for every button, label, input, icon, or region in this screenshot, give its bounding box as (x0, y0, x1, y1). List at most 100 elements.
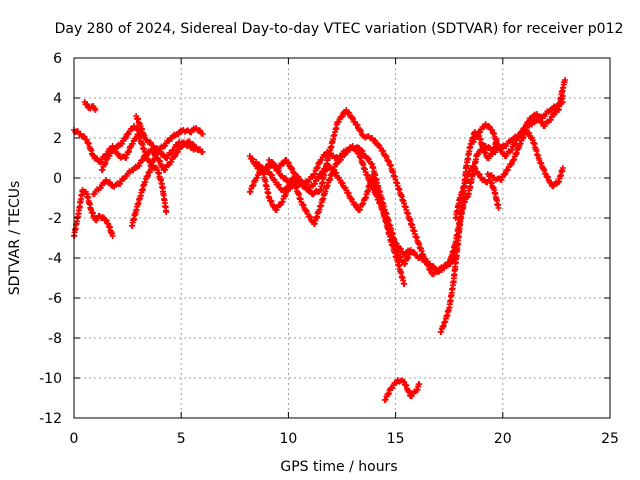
data-point (136, 162, 143, 169)
data-point (389, 384, 396, 391)
data-point (365, 155, 372, 162)
series-t7 (133, 113, 148, 141)
data-point (101, 180, 108, 187)
series-t3 (81, 99, 99, 113)
data-point (132, 135, 139, 142)
data-point (385, 391, 392, 398)
data-point (372, 137, 379, 144)
series-t1 (71, 187, 116, 239)
data-point (407, 249, 414, 255)
chart-title: Day 280 of 2024, Sidereal Day-to-day VTE… (55, 21, 624, 37)
data-point (138, 157, 145, 164)
data-point (357, 128, 364, 135)
data-point (121, 135, 128, 142)
data-point (162, 142, 169, 149)
data-point (97, 158, 104, 165)
data-point (129, 140, 136, 147)
data-point (359, 201, 366, 208)
data-point (551, 110, 558, 117)
y-axis-label: SDTVAR / TECUs (7, 181, 23, 296)
series-t13 (437, 129, 500, 335)
data-point (401, 260, 408, 267)
data-point (352, 201, 359, 208)
data-point (125, 130, 132, 137)
data-point (476, 171, 483, 178)
data-point (300, 202, 307, 209)
data-point (338, 114, 345, 121)
y-tick-label: -12 (39, 411, 62, 427)
data-point (165, 138, 172, 145)
x-tick-label: 25 (601, 431, 619, 447)
data-point (163, 209, 170, 215)
data-point (547, 116, 554, 123)
data-point (550, 111, 557, 118)
data-point (172, 152, 179, 159)
x-tick-label: 20 (494, 431, 512, 447)
data-point (473, 133, 480, 140)
data-point (106, 152, 113, 159)
data-point (312, 180, 319, 187)
series-t10 (253, 143, 414, 267)
data-point (477, 128, 484, 135)
data-point (392, 380, 399, 387)
data-point (165, 162, 172, 169)
data-point (289, 166, 296, 173)
y-tick-label: -2 (48, 211, 62, 227)
data-point (470, 138, 477, 145)
data-point (525, 118, 532, 125)
y-tick-label: 2 (53, 131, 62, 147)
data-point (171, 153, 178, 160)
data-point (385, 158, 392, 165)
data-point (502, 170, 509, 177)
data-point (117, 180, 124, 187)
data-point (526, 130, 533, 137)
data-point (416, 381, 423, 387)
data-point (505, 166, 512, 173)
series-t18 (555, 77, 568, 113)
data-point (162, 166, 169, 173)
data-point (139, 156, 146, 163)
y-tick-label: -10 (39, 371, 62, 387)
data-point (345, 190, 352, 197)
data-point (92, 107, 99, 113)
data-point (401, 281, 408, 287)
data-point (333, 170, 340, 177)
data-point (472, 165, 479, 172)
data-point (474, 132, 481, 139)
data-point (157, 158, 164, 165)
data-point (382, 396, 389, 403)
data-point (380, 148, 387, 155)
data-point (397, 254, 404, 261)
y-tick-label: -8 (48, 331, 62, 347)
x-axis-label: GPS time / hours (280, 459, 397, 475)
data-point (303, 183, 310, 190)
data-point (383, 154, 390, 161)
y-tick-label: 4 (53, 91, 62, 107)
data-point (305, 178, 312, 185)
data-point (275, 181, 282, 188)
data-point (249, 156, 256, 163)
data-point (511, 141, 518, 148)
data-point (561, 77, 568, 83)
data-point (273, 206, 280, 213)
data-point (276, 202, 283, 209)
data-point (508, 160, 515, 167)
data-point (545, 174, 552, 181)
data-point (84, 101, 91, 108)
data-point (256, 161, 263, 168)
data-point (295, 173, 302, 180)
data-point (307, 214, 314, 221)
data-point (360, 200, 367, 207)
data-point (359, 147, 366, 154)
data-point (120, 176, 127, 183)
data-point (168, 158, 175, 165)
data-point (308, 174, 315, 181)
plot-frame (73, 57, 611, 419)
series-t17 (484, 127, 566, 190)
y-tick-label: 0 (53, 171, 62, 187)
data-point (268, 198, 275, 205)
data-point (119, 140, 126, 147)
series-t6 (128, 163, 170, 229)
